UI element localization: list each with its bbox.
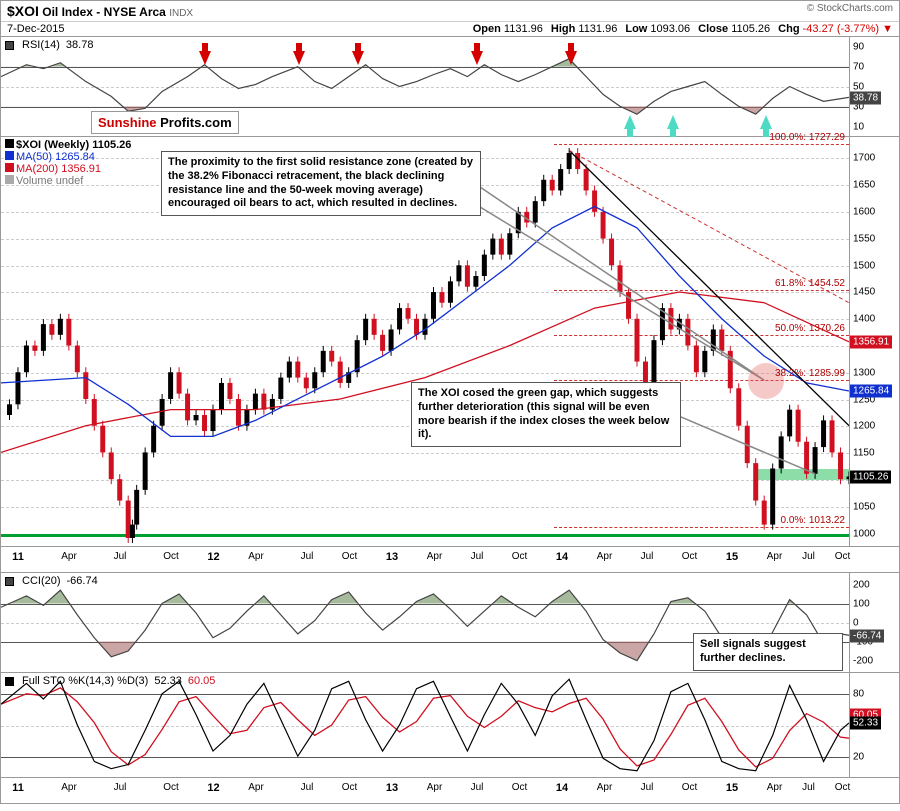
chart-date: 7-Dec-2015 — [7, 23, 64, 35]
price-panel: $XOI (Weekly) 1105.26 MA(50) 1265.84 MA(… — [1, 136, 899, 546]
symbol: $XOI — [7, 3, 39, 19]
chg-label: Chg — [778, 23, 799, 35]
open-label: Open — [473, 23, 501, 35]
cci-value: -66.74 — [67, 575, 98, 587]
x-axis-mid: 11AprJulOct12AprJulOct13AprJulOct14AprJu… — [1, 546, 899, 572]
ma200-label: MA(200) 1356.91 — [16, 163, 101, 175]
annotation-gap: The XOI cosed the green gap, which sugge… — [411, 382, 681, 447]
low-label: Low — [625, 23, 647, 35]
rsi-panel: RSI(14) 38.78 103050709038.78 Sunshine P… — [1, 36, 899, 136]
instrument-type: INDX — [169, 8, 193, 19]
ohlc-row: 7-Dec-2015 Open 1131.96 High 1131.96 Low… — [1, 22, 899, 36]
cci-label: CCI(20) — [22, 575, 61, 587]
sto-d-value: 60.05 — [188, 675, 216, 687]
low-value: 1093.06 — [650, 23, 690, 35]
ma50-label: MA(50) 1265.84 — [16, 151, 95, 163]
sto-k-value: 52.33 — [154, 675, 182, 687]
chart-header: $XOI Oil Index - NYSE Arca INDX © StockC… — [1, 1, 899, 22]
chg-value: -43.27 (-3.77%) — [803, 23, 879, 35]
watermark: Sunshine Profits.com — [91, 111, 239, 134]
stochastic-panel: Full STO %K(14,3) %D(3) 52.33 60.05 2050… — [1, 672, 899, 777]
high-label: High — [551, 23, 575, 35]
rsi-label: RSI(14) — [22, 39, 60, 51]
annotation-resistance: The proximity to the first solid resista… — [161, 151, 481, 216]
sto-label: Full STO %K(14,3) %D(3) — [22, 675, 148, 687]
stock-chart: $XOI Oil Index - NYSE Arca INDX © StockC… — [0, 0, 900, 804]
watermark-sunshine: Sunshine — [98, 115, 157, 130]
price-label: $XOI (Weekly) 1105.26 — [16, 139, 131, 151]
volume-label: Volume undef — [16, 175, 83, 187]
open-value: 1131.96 — [504, 23, 543, 35]
watermark-profits: Profits.com — [160, 115, 232, 130]
attribution: © StockCharts.com — [807, 3, 893, 19]
close-label: Close — [698, 23, 728, 35]
close-value: 1105.26 — [731, 23, 770, 35]
instrument-name: Oil Index - NYSE Arca — [42, 5, 166, 19]
high-value: 1131.96 — [578, 23, 617, 35]
annotation-sell-signal: Sell signals suggest further declines. — [693, 633, 843, 671]
rsi-value: 38.78 — [66, 39, 94, 51]
cci-panel: CCI(20) -66.74 -200-1000100200-66.74 Sel… — [1, 572, 899, 672]
x-axis-bottom: 11AprJulOct12AprJulOct13AprJulOct14AprJu… — [1, 777, 899, 803]
